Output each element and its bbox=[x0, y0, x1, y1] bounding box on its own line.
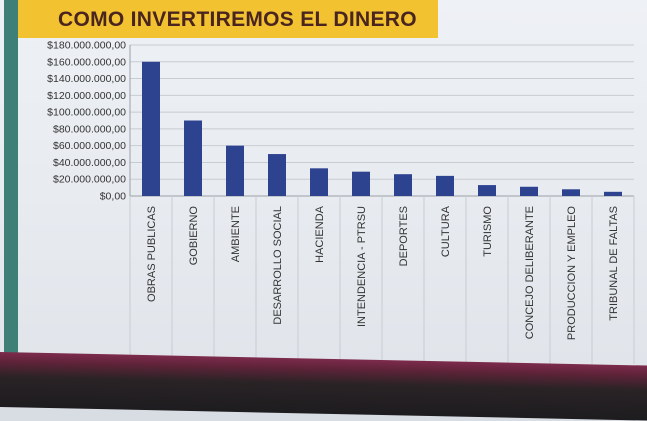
y-tick-label: $40.000.000,00 bbox=[53, 157, 126, 169]
x-tick-label: AMBIENTE bbox=[230, 206, 242, 262]
bar bbox=[142, 61, 160, 197]
bar bbox=[184, 120, 202, 196]
y-tick-label: $20.000.000,00 bbox=[53, 174, 126, 186]
slide-title: COMO INVERTIREMOS EL DINERO bbox=[58, 8, 417, 31]
y-tick-label: $60.000.000,00 bbox=[53, 140, 126, 152]
x-tick-label: PRODUCCION Y EMPLEO bbox=[566, 206, 578, 341]
y-tick-label: $80.000.000,00 bbox=[53, 123, 126, 135]
x-tick-label: DESARROLLO SOCIAL bbox=[272, 206, 284, 325]
x-tick-label: TURISMO bbox=[482, 206, 494, 257]
x-tick-label: CONCEJO DELIBERANTE bbox=[524, 206, 536, 339]
y-tick-label: $140.000.000,00 bbox=[47, 73, 126, 85]
bar bbox=[436, 175, 454, 196]
y-tick-label: $160.000.000,00 bbox=[47, 56, 126, 68]
y-tick-label: $120.000.000,00 bbox=[47, 90, 126, 102]
bar-chart: $0,00 $20.000.000,00 $40.000.000,00 $60.000… bbox=[20, 38, 647, 368]
accent-strip bbox=[4, 0, 18, 355]
title-bar: COMO INVERTIREMOS EL DINERO bbox=[18, 0, 438, 38]
bar bbox=[226, 145, 244, 196]
bar bbox=[520, 186, 538, 196]
bar bbox=[268, 154, 286, 196]
bar bbox=[394, 174, 412, 196]
x-tick-label: TRIBUNAL DE FALTAS bbox=[608, 206, 620, 321]
y-tick-label: $180.000.000,00 bbox=[47, 40, 126, 52]
x-tick-label: OBRAS PUBLICAS bbox=[146, 206, 158, 302]
bar bbox=[352, 171, 370, 196]
y-tick-label: $0,00 bbox=[100, 191, 126, 203]
y-tick-label: $100.000.000,00 bbox=[47, 107, 126, 119]
bar bbox=[310, 168, 328, 196]
x-tick-label: HACIENDA bbox=[314, 205, 326, 263]
x-tick-label: CULTURA bbox=[440, 205, 452, 257]
bar bbox=[478, 185, 496, 196]
x-tick-label: INTENDENCIA - PTRSU bbox=[356, 206, 368, 327]
bar bbox=[604, 191, 622, 196]
chart-svg: $0,00 $20.000.000,00 $40.000.000,00 $60.000… bbox=[47, 40, 635, 364]
x-tick-label: DEPORTES bbox=[398, 206, 410, 266]
x-tick-label: GOBIERNO bbox=[188, 206, 200, 266]
bar bbox=[562, 189, 580, 196]
